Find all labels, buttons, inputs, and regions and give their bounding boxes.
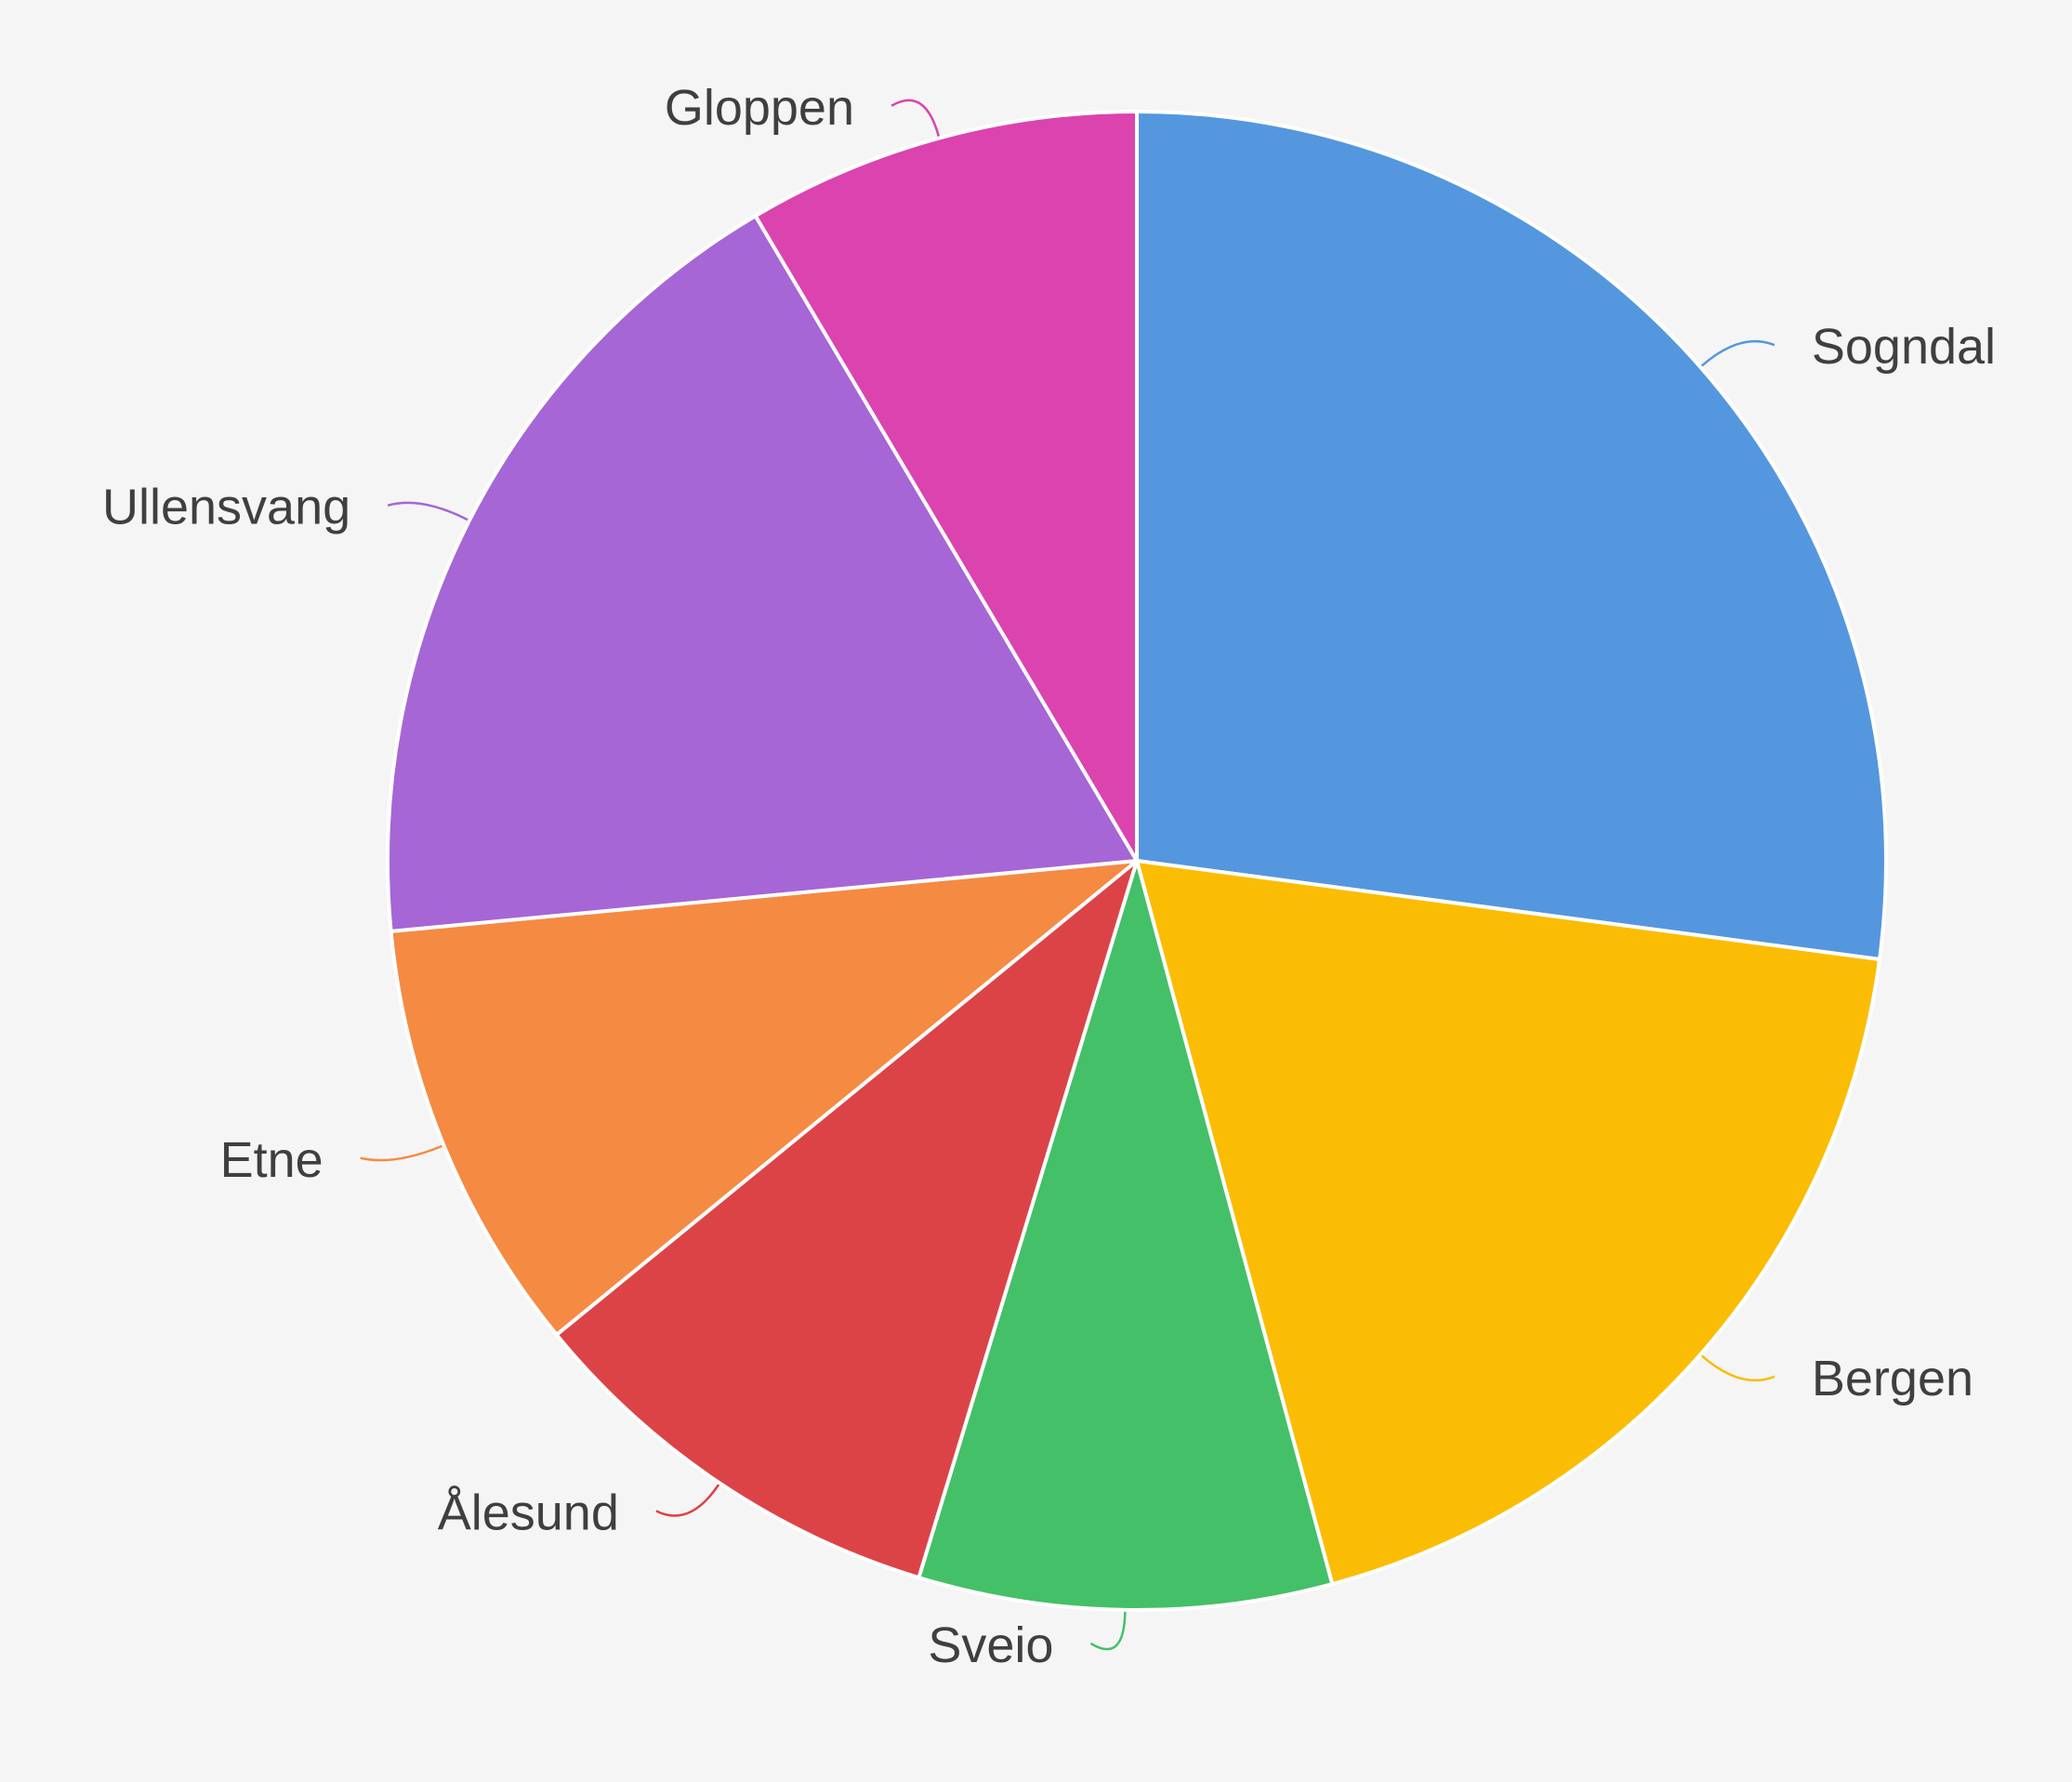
slice-labels: Sogndal Bergen Sveio Ålesund Etne Ullensvang G… [102, 80, 1996, 1673]
slice-label-ullensvang: Ullensvang [102, 480, 350, 535]
leader-line-etne [360, 1144, 443, 1162]
leader-line-bergen [1700, 1354, 1775, 1382]
pie-slice-gloppen[interactable] [753, 110, 1139, 863]
slice-label-alesund: Ålesund [438, 1485, 619, 1540]
slice-label-bergen: Bergen [1812, 1351, 1973, 1406]
pie-slice-bergen[interactable] [1135, 859, 1881, 1587]
leader-line-gloppen [891, 99, 940, 137]
pie-slice-sogndal[interactable] [1135, 110, 1888, 962]
leader-line-sveio [1089, 1611, 1127, 1651]
slice-label-gloppen: Gloppen [665, 80, 854, 136]
leader-line-alesund [655, 1484, 720, 1517]
pie-slice-sveio[interactable] [917, 859, 1335, 1612]
leader-lines [360, 99, 1775, 1651]
slice-label-sveio: Sveio [928, 1617, 1053, 1673]
pie-slice-alesund[interactable] [554, 859, 1139, 1580]
leader-line-ullensvang [387, 501, 469, 521]
pie-slice-ullensvang[interactable] [386, 214, 1139, 933]
slice-label-sogndal: Sogndal [1812, 319, 1996, 375]
leader-line-sogndal [1700, 339, 1775, 367]
pie-slice-etne[interactable] [389, 859, 1139, 1337]
slice-label-etne: Etne [220, 1132, 323, 1188]
pie-slices [386, 110, 1888, 1612]
